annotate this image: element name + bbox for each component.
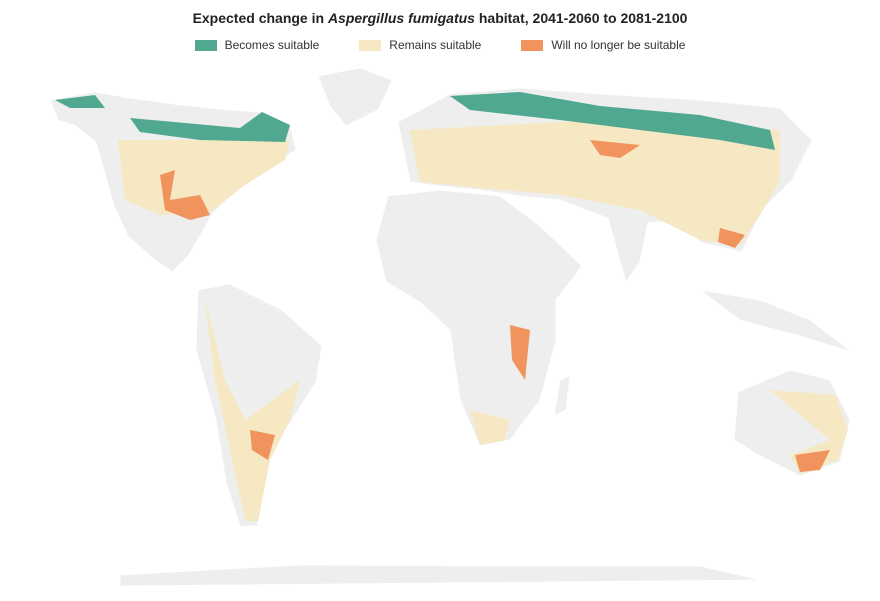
habitat-patch — [510, 325, 530, 380]
habitat-patch — [205, 300, 300, 522]
antarctica — [119, 564, 761, 587]
habitat-patches — [55, 92, 848, 522]
legend-swatch — [521, 39, 544, 51]
africa — [375, 189, 583, 447]
habitat-patch — [410, 120, 780, 245]
legend-item: Remains suitable — [359, 38, 481, 52]
habitat-patch — [590, 140, 640, 158]
habitat-patch — [250, 430, 275, 460]
habitat-patch — [130, 112, 290, 142]
habitat-patch — [55, 95, 105, 108]
habitat-patch — [450, 92, 775, 150]
map-title: Expected change in Aspergillus fumigatus… — [0, 10, 880, 26]
title-text: habitat, 2041-2060 to 2081-2100 — [474, 10, 688, 26]
habitat-patch — [118, 140, 290, 215]
legend-item: Becomes suitable — [194, 38, 320, 52]
habitat-patch — [718, 228, 745, 248]
legend-swatch — [194, 39, 217, 51]
southeast-asia — [699, 289, 853, 353]
legend-item: Will no longer be suitable — [521, 38, 685, 52]
title-species: Aspergillus fumigatus — [327, 10, 475, 26]
legend-label: Will no longer be suitable — [551, 38, 686, 52]
title-text: Expected change in — [192, 10, 328, 26]
habitat-patch — [470, 410, 510, 445]
legend-swatch — [359, 39, 382, 51]
legend-label: Remains suitable — [389, 38, 482, 52]
habitat-patch — [160, 170, 210, 220]
habitat-patch — [795, 450, 830, 472]
madagascar — [553, 375, 571, 417]
greenland — [317, 67, 393, 127]
legend: Becomes suitable Remains suitable Will no … — [0, 38, 880, 52]
legend-label: Becomes suitable — [224, 38, 320, 52]
